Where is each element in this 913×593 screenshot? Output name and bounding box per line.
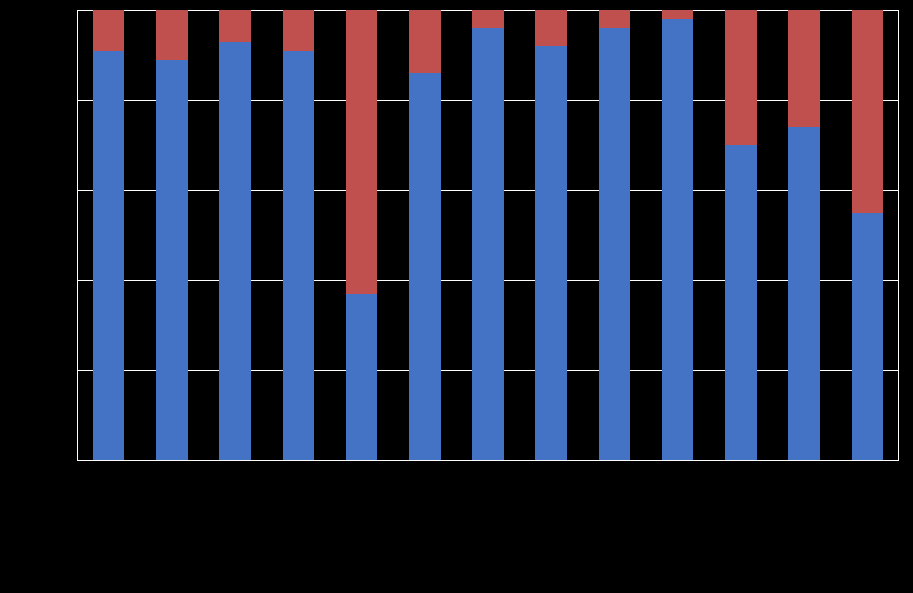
bar-segment-red [788,10,820,127]
plot-right-border [898,10,899,460]
bar-segment-red [156,10,188,60]
bar-segment-blue [788,127,820,460]
bar-segment-blue [219,42,251,461]
bar-segment-red [93,10,125,51]
plot-area [77,10,899,460]
bar-segment-blue [472,28,504,460]
plot-left-border [77,10,78,460]
bar-segment-red [725,10,757,145]
bar-segment-red [662,10,694,19]
bar-segment-red [852,10,884,213]
bar-segment-red [346,10,378,294]
bar-group [472,10,504,460]
bar-segment-blue [535,46,567,460]
bar-segment-blue [346,294,378,461]
chart-container [0,0,913,593]
bar-group [535,10,567,460]
bar-segment-blue [409,73,441,460]
bar-segment-blue [283,51,315,461]
bar-group [283,10,315,460]
bar-group [599,10,631,460]
bar-segment-blue [599,28,631,460]
bar-segment-blue [662,19,694,460]
bar-group [725,10,757,460]
bar-group [852,10,884,460]
bar-group [409,10,441,460]
bar-segment-red [535,10,567,46]
bar-segment-blue [852,213,884,461]
bar-segment-red [599,10,631,28]
bar-group [93,10,125,460]
bar-segment-blue [725,145,757,460]
bar-segment-red [472,10,504,28]
bar-segment-red [283,10,315,51]
bar-group [788,10,820,460]
bar-group [156,10,188,460]
bar-segment-blue [93,51,125,461]
bar-segment-blue [156,60,188,461]
bar-group [662,10,694,460]
bar-group [346,10,378,460]
bar-segment-red [409,10,441,73]
bar-segment-red [219,10,251,42]
bar-group [219,10,251,460]
